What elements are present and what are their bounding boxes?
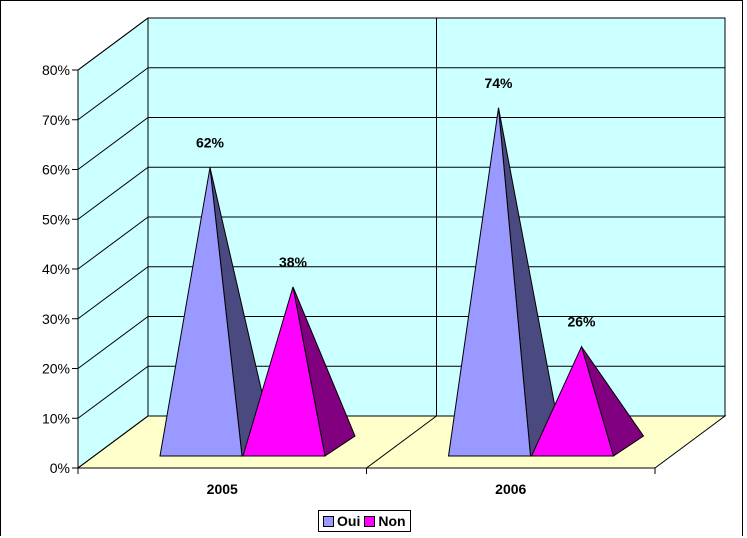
data-label-non-2006: 26% — [567, 314, 596, 330]
pyramid-front-oui-2006 — [447, 107, 532, 457]
chart-legend: Oui Non — [318, 510, 411, 532]
y-tick-label: 10% — [42, 410, 70, 426]
y-tick-label: 0% — [50, 460, 70, 476]
legend-swatch-non — [364, 515, 376, 527]
data-label-oui-2005: 62% — [196, 135, 225, 151]
y-tick-label: 80% — [42, 62, 70, 78]
gridline-side — [77, 266, 149, 320]
data-label-non-2005: 38% — [279, 254, 308, 270]
gridline-side — [77, 216, 149, 270]
legend-swatch-oui — [323, 515, 334, 527]
gridline-side — [77, 17, 149, 71]
category-label: 2006 — [495, 481, 526, 497]
y-tick-label: 50% — [42, 211, 70, 227]
gridline-side — [77, 415, 149, 469]
data-label-oui-2006: 74% — [484, 75, 513, 91]
legend-item-non: Non — [364, 513, 406, 529]
legend-label-non: Non — [378, 513, 406, 529]
category-divider-floor — [366, 415, 437, 469]
y-tick-label: 30% — [42, 311, 70, 327]
gridline-side — [77, 316, 149, 369]
gridline-side — [77, 166, 149, 220]
pyramid-front-non-2006 — [530, 345, 615, 457]
y-tick-label: 40% — [42, 261, 70, 277]
category-label: 2005 — [207, 481, 238, 497]
pyramid-front-oui-2005 — [159, 167, 243, 457]
legend-label-oui: Oui — [337, 513, 361, 529]
y-tick-label: 60% — [42, 162, 70, 178]
gridline-side — [77, 365, 149, 419]
gridline-side — [77, 117, 149, 170]
y-tick-label: 70% — [42, 112, 70, 128]
gridline-side — [77, 67, 149, 121]
y-tick-label: 20% — [42, 361, 70, 377]
pyramid-front-non-2005 — [242, 286, 326, 457]
legend-item-oui: Oui — [323, 513, 360, 529]
